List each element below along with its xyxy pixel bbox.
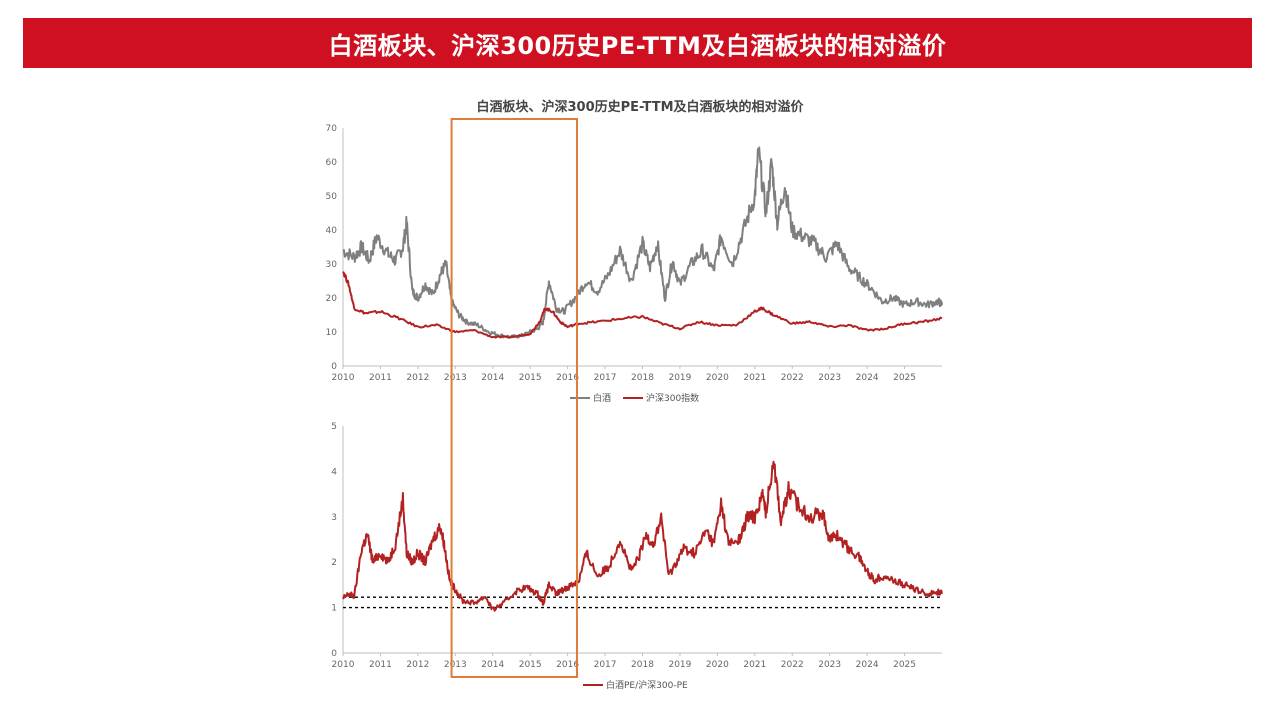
x-tick-label: 2016 [556,660,579,670]
y-tick-label: 4 [331,467,337,477]
chart-title: 白酒板块、沪深300历史PE-TTM及白酒板块的相对溢价 [476,100,804,115]
x-tick-label: 2011 [369,373,392,383]
series-line-2 [342,271,943,339]
x-tick-label: 2017 [594,373,617,383]
x-tick-label: 2024 [856,660,879,670]
x-tick-label: 2020 [706,373,729,383]
y-tick-label: 60 [326,158,338,168]
x-tick-label: 2010 [332,373,355,383]
banner-title: 白酒板块、沪深300历史PE-TTM及白酒板块的相对溢价 [328,31,947,60]
y-tick-label: 3 [331,513,337,523]
header-banner: 白酒板块、沪深300历史PE-TTM及白酒板块的相对溢价 [23,18,1252,68]
x-tick-label: 2023 [818,373,841,383]
y-tick-label: 0 [331,362,337,372]
y-tick-label: 5 [331,422,337,432]
x-tick-label: 2012 [406,373,429,383]
x-tick-label: 2013 [444,660,467,670]
y-tick-label: 30 [326,260,338,270]
x-tick-label: 2016 [556,373,579,383]
x-tick-label: 2018 [631,373,654,383]
x-tick-label: 2025 [893,373,916,383]
x-tick-label: 2021 [743,660,766,670]
x-tick-label: 2018 [631,660,654,670]
x-tick-label: 2013 [444,373,467,383]
x-tick-label: 2022 [781,660,804,670]
x-tick-label: 2017 [594,660,617,670]
x-tick-label: 2010 [332,660,355,670]
x-tick-label: 2019 [668,373,691,383]
x-tick-label: 2019 [668,660,691,670]
x-tick-label: 2023 [818,660,841,670]
x-tick-label: 2014 [481,373,504,383]
y-tick-label: 2 [331,558,337,568]
x-tick-label: 2025 [893,660,916,670]
y-tick-label: 1 [331,604,337,614]
x-tick-label: 2015 [519,660,542,670]
x-tick-label: 2015 [519,373,542,383]
series-line-1 [342,460,943,612]
x-tick-label: 2020 [706,660,729,670]
y-tick-label: 50 [326,192,338,202]
y-tick-label: 0 [331,649,337,659]
x-tick-label: 2022 [781,373,804,383]
x-tick-label: 2011 [369,660,392,670]
y-tick-label: 20 [326,294,338,304]
legend-label: 白酒PE/沪深300-PE [606,679,688,691]
x-tick-label: 2014 [481,660,504,670]
legend-label: 沪深300指数 [646,392,699,404]
y-tick-label: 70 [326,124,338,134]
legend-label: 白酒 [593,392,611,404]
y-tick-label: 40 [326,226,338,236]
x-tick-label: 2024 [856,373,879,383]
x-tick-label: 2012 [406,660,429,670]
x-tick-label: 2021 [743,373,766,383]
highlight-box [450,118,578,678]
y-tick-label: 10 [326,328,338,338]
series-line-1 [342,146,943,339]
